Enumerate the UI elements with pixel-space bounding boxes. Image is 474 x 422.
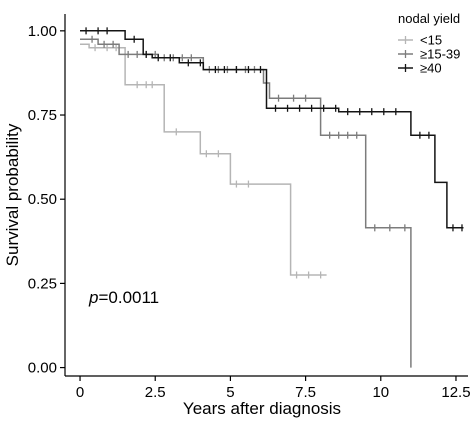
x-ticks: 0 2.5 5 7.5 10 12.5: [76, 376, 471, 401]
legend-items: <15≥15-39≥40: [398, 33, 460, 76]
x-tick-label: 5: [226, 384, 234, 401]
series-group: [80, 27, 464, 232]
y-tick-label: 0.25: [28, 275, 57, 292]
p-value-annotation: p=0.0011: [88, 288, 159, 307]
survival-curve: [80, 30, 464, 229]
y-tick-label: 0.75: [28, 107, 57, 124]
x-tick-label: 0: [76, 384, 84, 401]
series-group: [80, 43, 327, 279]
legend-label: ≥40: [420, 61, 442, 76]
y-tick-label: 0.50: [28, 191, 57, 208]
y-tick-label: 0.00: [28, 360, 57, 377]
x-tick-label: 12.5: [441, 384, 470, 401]
x-tick-label: 10: [372, 384, 389, 401]
y-ticks: 0.00 0.25 0.50 0.75 1.00: [28, 23, 65, 377]
x-axis-title: Years after diagnosis: [183, 399, 341, 418]
y-axis-title: Survival probability: [3, 123, 22, 266]
survival-curve: [80, 43, 327, 276]
x-tick-label: 7.5: [295, 384, 316, 401]
legend: nodal yield <15≥15-39≥40: [398, 11, 460, 76]
survival-curves: [80, 27, 464, 368]
survival-curve: [80, 38, 412, 368]
x-tick-label: 2.5: [145, 384, 166, 401]
series-group: [80, 35, 412, 368]
legend-label: <15: [420, 33, 442, 48]
y-tick-label: 1.00: [28, 23, 57, 40]
p-value-text: =0.0011: [98, 288, 159, 307]
p-value-symbol: p: [88, 288, 98, 307]
legend-title: nodal yield: [398, 11, 460, 26]
legend-label: ≥15-39: [420, 47, 460, 62]
